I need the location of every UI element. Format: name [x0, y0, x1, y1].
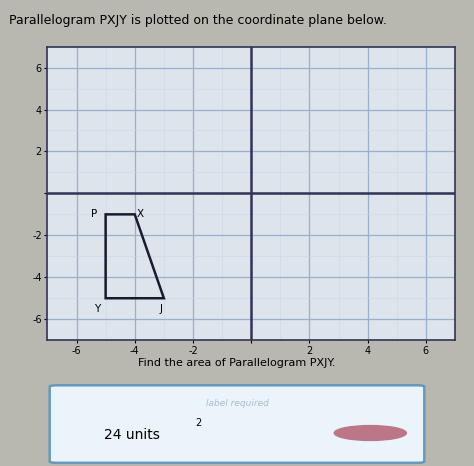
FancyBboxPatch shape — [50, 385, 424, 463]
Circle shape — [334, 425, 406, 440]
Text: Find the area of Parallelogram PXJY.: Find the area of Parallelogram PXJY. — [138, 358, 336, 369]
Text: Y: Y — [94, 304, 100, 314]
Text: P: P — [91, 209, 97, 219]
Text: 2: 2 — [196, 418, 202, 428]
Text: 24 units: 24 units — [104, 428, 160, 442]
Text: J: J — [159, 304, 163, 314]
Text: Parallelogram PXJY is plotted on the coordinate plane below.: Parallelogram PXJY is plotted on the coo… — [9, 14, 387, 27]
Text: label required: label required — [206, 399, 268, 408]
Text: X: X — [137, 209, 144, 219]
